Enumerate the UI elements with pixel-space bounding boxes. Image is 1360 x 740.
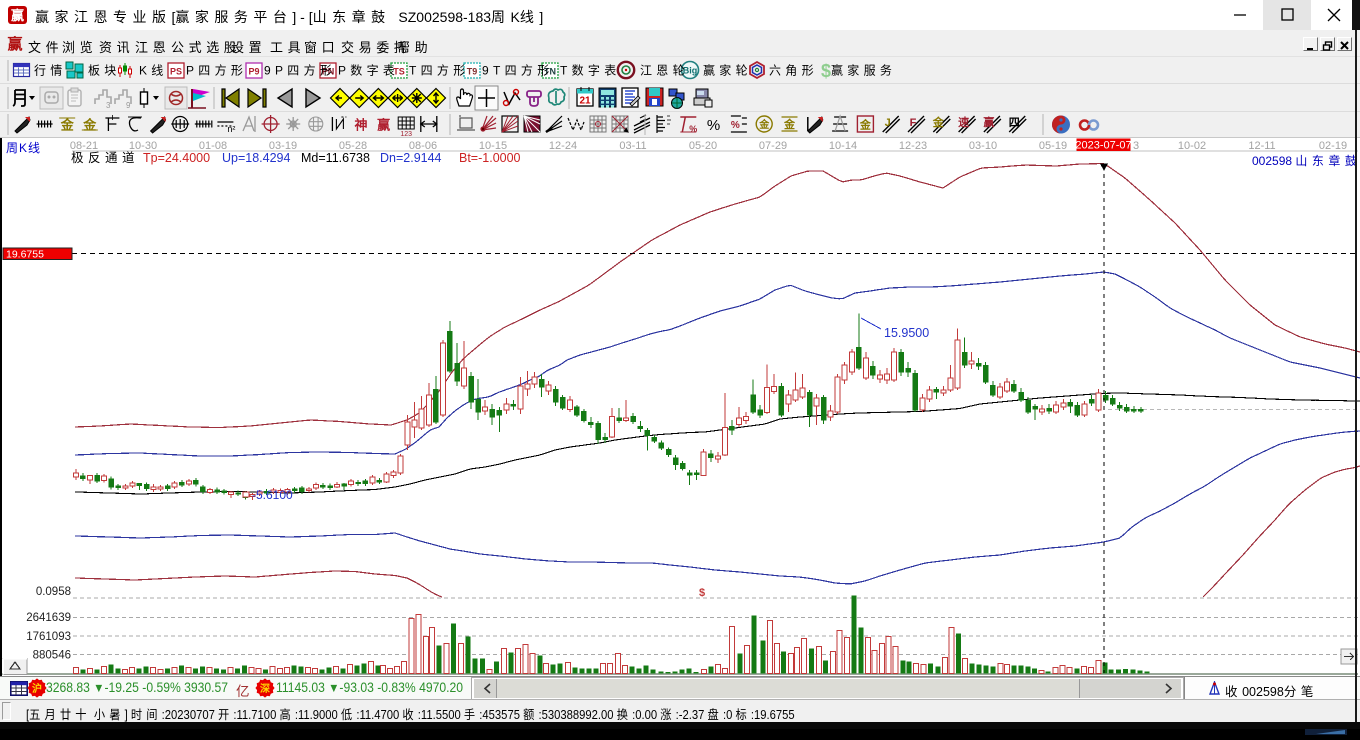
- svg-text:TS: TS: [393, 67, 405, 77]
- svg-text:金: 金: [60, 118, 75, 133]
- svg-text:2023-07-07: 2023-07-07: [1075, 140, 1131, 152]
- svg-text:n²: n²: [227, 124, 235, 134]
- svg-text:10-02: 10-02: [1178, 140, 1206, 152]
- svg-text:J: J: [885, 117, 891, 129]
- svg-text:金: 金: [783, 117, 796, 131]
- svg-text:赢家轮: 赢家轮: [703, 63, 752, 78]
- svg-text:03-11: 03-11: [619, 140, 646, 152]
- svg-text:T四方形: T四方形: [409, 63, 470, 78]
- svg-text:金: 金: [859, 118, 872, 132]
- svg-text:TN: TN: [544, 67, 556, 77]
- svg-text:$: $: [699, 587, 705, 599]
- svg-text:金: 金: [82, 118, 97, 133]
- svg-text:123: 123: [400, 131, 412, 138]
- svg-text:赢: 赢: [11, 8, 24, 23]
- svg-text:Bt=-1.0000: Bt=-1.0000: [459, 151, 521, 165]
- svg-text:Tp=24.4000: Tp=24.4000: [143, 151, 210, 165]
- svg-text:03-10: 03-10: [969, 140, 997, 152]
- svg-text:赢: 赢: [377, 118, 390, 133]
- svg-text:江恩轮: 江恩轮: [640, 64, 689, 78]
- svg-text:PS: PS: [170, 67, 182, 77]
- svg-text:12-24: 12-24: [549, 140, 577, 152]
- svg-text:10-15: 10-15: [479, 140, 507, 152]
- svg-text:周K线: 周K线: [6, 141, 41, 155]
- svg-text:$: $: [821, 61, 831, 81]
- svg-text:K线: K线: [139, 64, 168, 78]
- svg-text:%: %: [731, 120, 740, 131]
- svg-text:9: 9: [126, 101, 131, 110]
- svg-text:880546: 880546: [33, 650, 71, 662]
- svg-text:深: 深: [260, 682, 270, 695]
- svg-text:15.9500: 15.9500: [884, 326, 929, 340]
- svg-text:1761093: 1761093: [26, 631, 71, 643]
- svg-text:0.0958: 0.0958: [36, 586, 71, 598]
- svg-text:05-20: 05-20: [689, 140, 717, 152]
- svg-text:3: 3: [1133, 140, 1139, 152]
- svg-text:%: %: [689, 124, 697, 134]
- svg-text:12-23: 12-23: [899, 140, 927, 152]
- svg-text:T数字表: T数字表: [560, 63, 621, 78]
- svg-text:PN: PN: [322, 67, 335, 77]
- svg-text:Big: Big: [683, 66, 698, 76]
- svg-text:21: 21: [579, 96, 591, 107]
- svg-text:12-11: 12-11: [1248, 140, 1275, 152]
- svg-text:金: 金: [758, 118, 770, 131]
- svg-text:%: %: [707, 117, 720, 134]
- svg-text:Md=11.6738: Md=11.6738: [301, 151, 370, 165]
- svg-text:神: 神: [354, 118, 367, 133]
- svg-text:07-29: 07-29: [759, 140, 787, 152]
- svg-text:六角形: 六角形: [769, 64, 818, 78]
- svg-text:19.6755: 19.6755: [6, 249, 44, 261]
- svg-text:四: 四: [1009, 116, 1020, 129]
- svg-text:P数字表: P数字表: [338, 63, 399, 78]
- svg-text:10-14: 10-14: [829, 140, 857, 152]
- svg-text:-5.6100: -5.6100: [252, 488, 293, 502]
- svg-text:金: 金: [932, 115, 945, 129]
- svg-text:02-19: 02-19: [1319, 140, 1347, 152]
- svg-text:08-21: 08-21: [70, 140, 98, 152]
- svg-text:赢家服务: 赢家服务: [831, 63, 896, 78]
- svg-text:2641639: 2641639: [26, 612, 71, 624]
- svg-text:行情: 行情: [34, 64, 67, 78]
- svg-text:P四方形: P四方形: [186, 63, 247, 78]
- svg-text:赢: 赢: [983, 115, 994, 129]
- svg-text:9T四方形: 9T四方形: [482, 63, 554, 78]
- svg-text:F: F: [910, 117, 917, 129]
- svg-text:9P四方形: 9P四方形: [264, 63, 336, 78]
- svg-text:05-28: 05-28: [339, 140, 367, 152]
- svg-text:沪: 沪: [32, 682, 42, 695]
- svg-text:T9: T9: [467, 67, 478, 77]
- svg-text:002598 山东章鼓: 002598 山东章鼓: [1252, 153, 1360, 168]
- svg-text:板块: 板块: [88, 64, 121, 78]
- svg-text:08-06: 08-06: [409, 140, 437, 152]
- svg-text:3: 3: [106, 101, 111, 110]
- svg-text:10-30: 10-30: [129, 140, 157, 152]
- svg-text:05-19: 05-19: [1039, 140, 1067, 152]
- svg-text:P9: P9: [248, 67, 259, 77]
- svg-text:01-08: 01-08: [199, 140, 227, 152]
- svg-text:赢: 赢: [7, 35, 22, 52]
- svg-text:03-19: 03-19: [269, 140, 297, 152]
- svg-text:速: 速: [958, 115, 969, 129]
- svg-text:Up=18.4294: Up=18.4294: [222, 151, 291, 165]
- svg-text:Dn=2.9144: Dn=2.9144: [380, 151, 442, 165]
- svg-text:极反通道: 极反通道: [71, 151, 139, 165]
